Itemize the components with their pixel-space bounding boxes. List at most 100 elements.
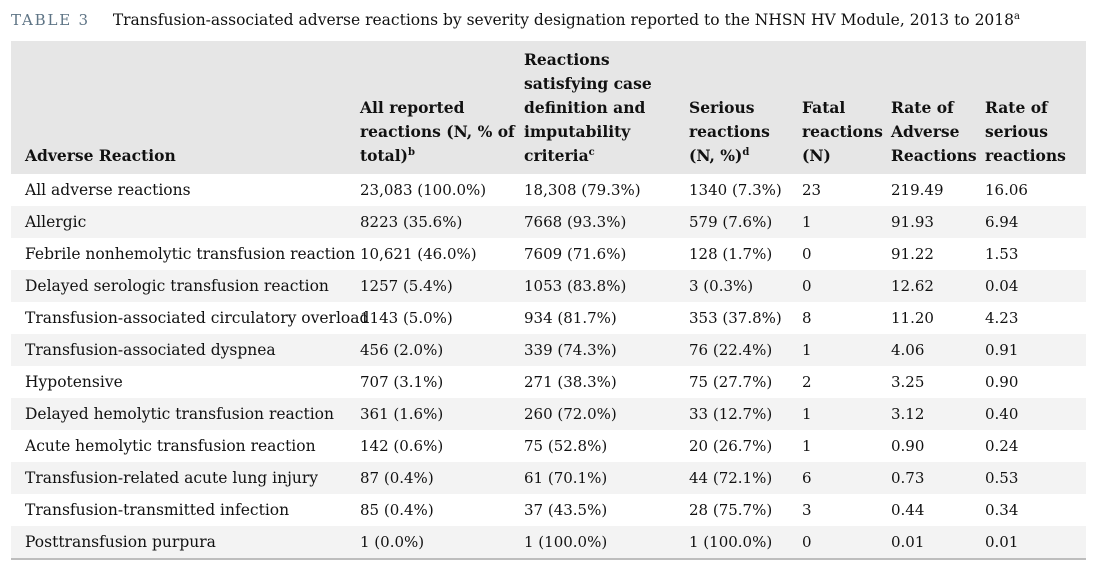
data-cell: 1 bbox=[802, 213, 812, 231]
data-cell: 61 (70.1%) bbox=[524, 469, 608, 487]
data-cell: 4.23 bbox=[985, 309, 1019, 327]
data-cell: 0.53 bbox=[985, 469, 1019, 487]
data-cell: 76 (22.4%) bbox=[689, 341, 773, 359]
data-cell: 0.04 bbox=[985, 277, 1019, 295]
data-cell: 3 bbox=[802, 501, 812, 519]
data-cell: 37 (43.5%) bbox=[524, 501, 608, 519]
data-cell: 0 bbox=[802, 245, 812, 263]
adverse-reactions-table: Adverse Reaction All reported reactions (… bbox=[11, 41, 1086, 558]
data-cell: 20 (26.7%) bbox=[689, 437, 773, 455]
data-cell: 7609 (71.6%) bbox=[524, 245, 627, 263]
row-label-cell: Delayed serologic transfusion reaction bbox=[25, 277, 329, 295]
data-cell: 1053 (83.8%) bbox=[524, 277, 627, 295]
data-cell: 1 (100.0%) bbox=[689, 533, 773, 551]
data-cell: 12.62 bbox=[891, 277, 934, 295]
column-header-text: Rate of Adverse Reactions bbox=[891, 98, 977, 165]
table-row: Transfusion-transmitted infection 85 (0.4… bbox=[11, 494, 1086, 526]
data-cell: 456 (2.0%) bbox=[360, 341, 444, 359]
column-header-3: Serious reactions (N, %)d bbox=[686, 41, 799, 174]
data-cell: 28 (75.7%) bbox=[689, 501, 773, 519]
table-title: Transfusion-associated adverse reactions… bbox=[113, 11, 1020, 29]
data-cell: 3 (0.3%) bbox=[689, 277, 754, 295]
data-cell: 8223 (35.6%) bbox=[360, 213, 463, 231]
column-header-4: Fatal reactions (N) bbox=[799, 41, 888, 174]
data-cell: 1 bbox=[802, 341, 812, 359]
column-header-text: Serious reactions (N, %) bbox=[689, 98, 770, 165]
data-cell: 0.73 bbox=[891, 469, 925, 487]
data-cell: 8 bbox=[802, 309, 812, 327]
data-cell: 23,083 (100.0%) bbox=[360, 181, 487, 199]
row-label-cell: Transfusion-related acute lung injury bbox=[25, 469, 319, 487]
data-cell: 0.40 bbox=[985, 405, 1019, 423]
data-cell: 1 bbox=[802, 405, 812, 423]
data-cell: 1257 (5.4%) bbox=[360, 277, 453, 295]
table-row: Allergic 8223 (35.6%) 7668 (93.3%) 579 (7.6… bbox=[11, 206, 1086, 238]
data-cell: 1 (100.0%) bbox=[524, 533, 608, 551]
column-header-text: Adverse Reaction bbox=[25, 146, 176, 165]
data-cell: 339 (74.3%) bbox=[524, 341, 617, 359]
data-cell: 23 bbox=[802, 181, 822, 199]
table-label: TABLE 3 bbox=[11, 11, 90, 29]
data-cell: 16.06 bbox=[985, 181, 1028, 199]
data-cell: 0.01 bbox=[891, 533, 925, 551]
data-cell: 934 (81.7%) bbox=[524, 309, 617, 327]
table-body: All adverse reactions 23,083 (100.0%) 18,3… bbox=[11, 174, 1086, 558]
data-cell: 4.06 bbox=[891, 341, 925, 359]
row-label-cell: Acute hemolytic transfusion reaction bbox=[25, 437, 316, 455]
column-header-footnote-marker: c bbox=[588, 146, 595, 158]
data-cell: 44 (72.1%) bbox=[689, 469, 773, 487]
row-label-cell: Transfusion-associated dyspnea bbox=[25, 341, 276, 359]
row-label-cell: Febrile nonhemolytic transfusion reactio… bbox=[25, 245, 356, 263]
column-header-5: Rate of Adverse Reactions bbox=[888, 41, 982, 174]
data-cell: 1143 (5.0%) bbox=[360, 309, 453, 327]
data-cell: 1340 (7.3%) bbox=[689, 181, 782, 199]
data-cell: 361 (1.6%) bbox=[360, 405, 444, 423]
column-header-footnote-marker: d bbox=[742, 146, 750, 158]
table-container: Adverse Reaction All reported reactions (… bbox=[11, 41, 1086, 560]
data-cell: 1.53 bbox=[985, 245, 1019, 263]
data-cell: 0.90 bbox=[985, 373, 1019, 391]
data-cell: 260 (72.0%) bbox=[524, 405, 617, 423]
table-row: Transfusion-associated dyspnea 456 (2.0%)… bbox=[11, 334, 1086, 366]
data-cell: 85 (0.4%) bbox=[360, 501, 434, 519]
table-title-footnote-marker: a bbox=[1014, 10, 1020, 22]
table-row: All adverse reactions 23,083 (100.0%) 18,3… bbox=[11, 174, 1086, 206]
table-title-text: Transfusion-associated adverse reactions… bbox=[112, 11, 1015, 29]
table-row: Hypotensive 707 (3.1%) 271 (38.3%) 75 (27.7… bbox=[11, 366, 1086, 398]
data-cell: 128 (1.7%) bbox=[689, 245, 773, 263]
data-cell: 7668 (93.3%) bbox=[524, 213, 627, 231]
row-label-cell: Hypotensive bbox=[25, 373, 123, 391]
table-row: Delayed serologic transfusion reaction 12… bbox=[11, 270, 1086, 302]
data-cell: 1 bbox=[802, 437, 812, 455]
data-cell: 142 (0.6%) bbox=[360, 437, 444, 455]
row-label-cell: Transfusion-associated circulatory overl… bbox=[25, 309, 370, 327]
data-cell: 91.22 bbox=[891, 245, 934, 263]
data-cell: 0.34 bbox=[985, 501, 1019, 519]
data-cell: 0.91 bbox=[985, 341, 1019, 359]
data-cell: 11.20 bbox=[891, 309, 934, 327]
data-cell: 0.01 bbox=[985, 533, 1019, 551]
data-cell: 18,308 (79.3%) bbox=[524, 181, 641, 199]
table-row: Febrile nonhemolytic transfusion reactio… bbox=[11, 238, 1086, 270]
column-header-2: Reactions satisfying case definition and… bbox=[521, 41, 686, 174]
column-header-0: Adverse Reaction bbox=[11, 41, 357, 174]
table-row: Transfusion-associated circulatory overl… bbox=[11, 302, 1086, 334]
data-cell: 0.90 bbox=[891, 437, 925, 455]
data-cell: 3.12 bbox=[891, 405, 925, 423]
row-label-cell: Delayed hemolytic transfusion reaction bbox=[25, 405, 334, 423]
column-header-text: Fatal reactions (N) bbox=[802, 98, 883, 165]
table-row: Acute hemolytic transfusion reaction 142 … bbox=[11, 430, 1086, 462]
data-cell: 271 (38.3%) bbox=[524, 373, 617, 391]
table-bottom-rule bbox=[11, 558, 1086, 560]
data-cell: 579 (7.6%) bbox=[689, 213, 773, 231]
data-cell: 0 bbox=[802, 533, 812, 551]
data-cell: 219.49 bbox=[891, 181, 944, 199]
column-header-text: All reported reactions (N, % of total) bbox=[360, 98, 515, 165]
row-label-cell: Transfusion-transmitted infection bbox=[25, 501, 290, 519]
data-cell: 33 (12.7%) bbox=[689, 405, 773, 423]
row-label-cell: Allergic bbox=[25, 213, 87, 231]
data-cell: 0 bbox=[802, 277, 812, 295]
data-cell: 1 (0.0%) bbox=[360, 533, 425, 551]
data-cell: 87 (0.4%) bbox=[360, 469, 434, 487]
data-cell: 91.93 bbox=[891, 213, 934, 231]
